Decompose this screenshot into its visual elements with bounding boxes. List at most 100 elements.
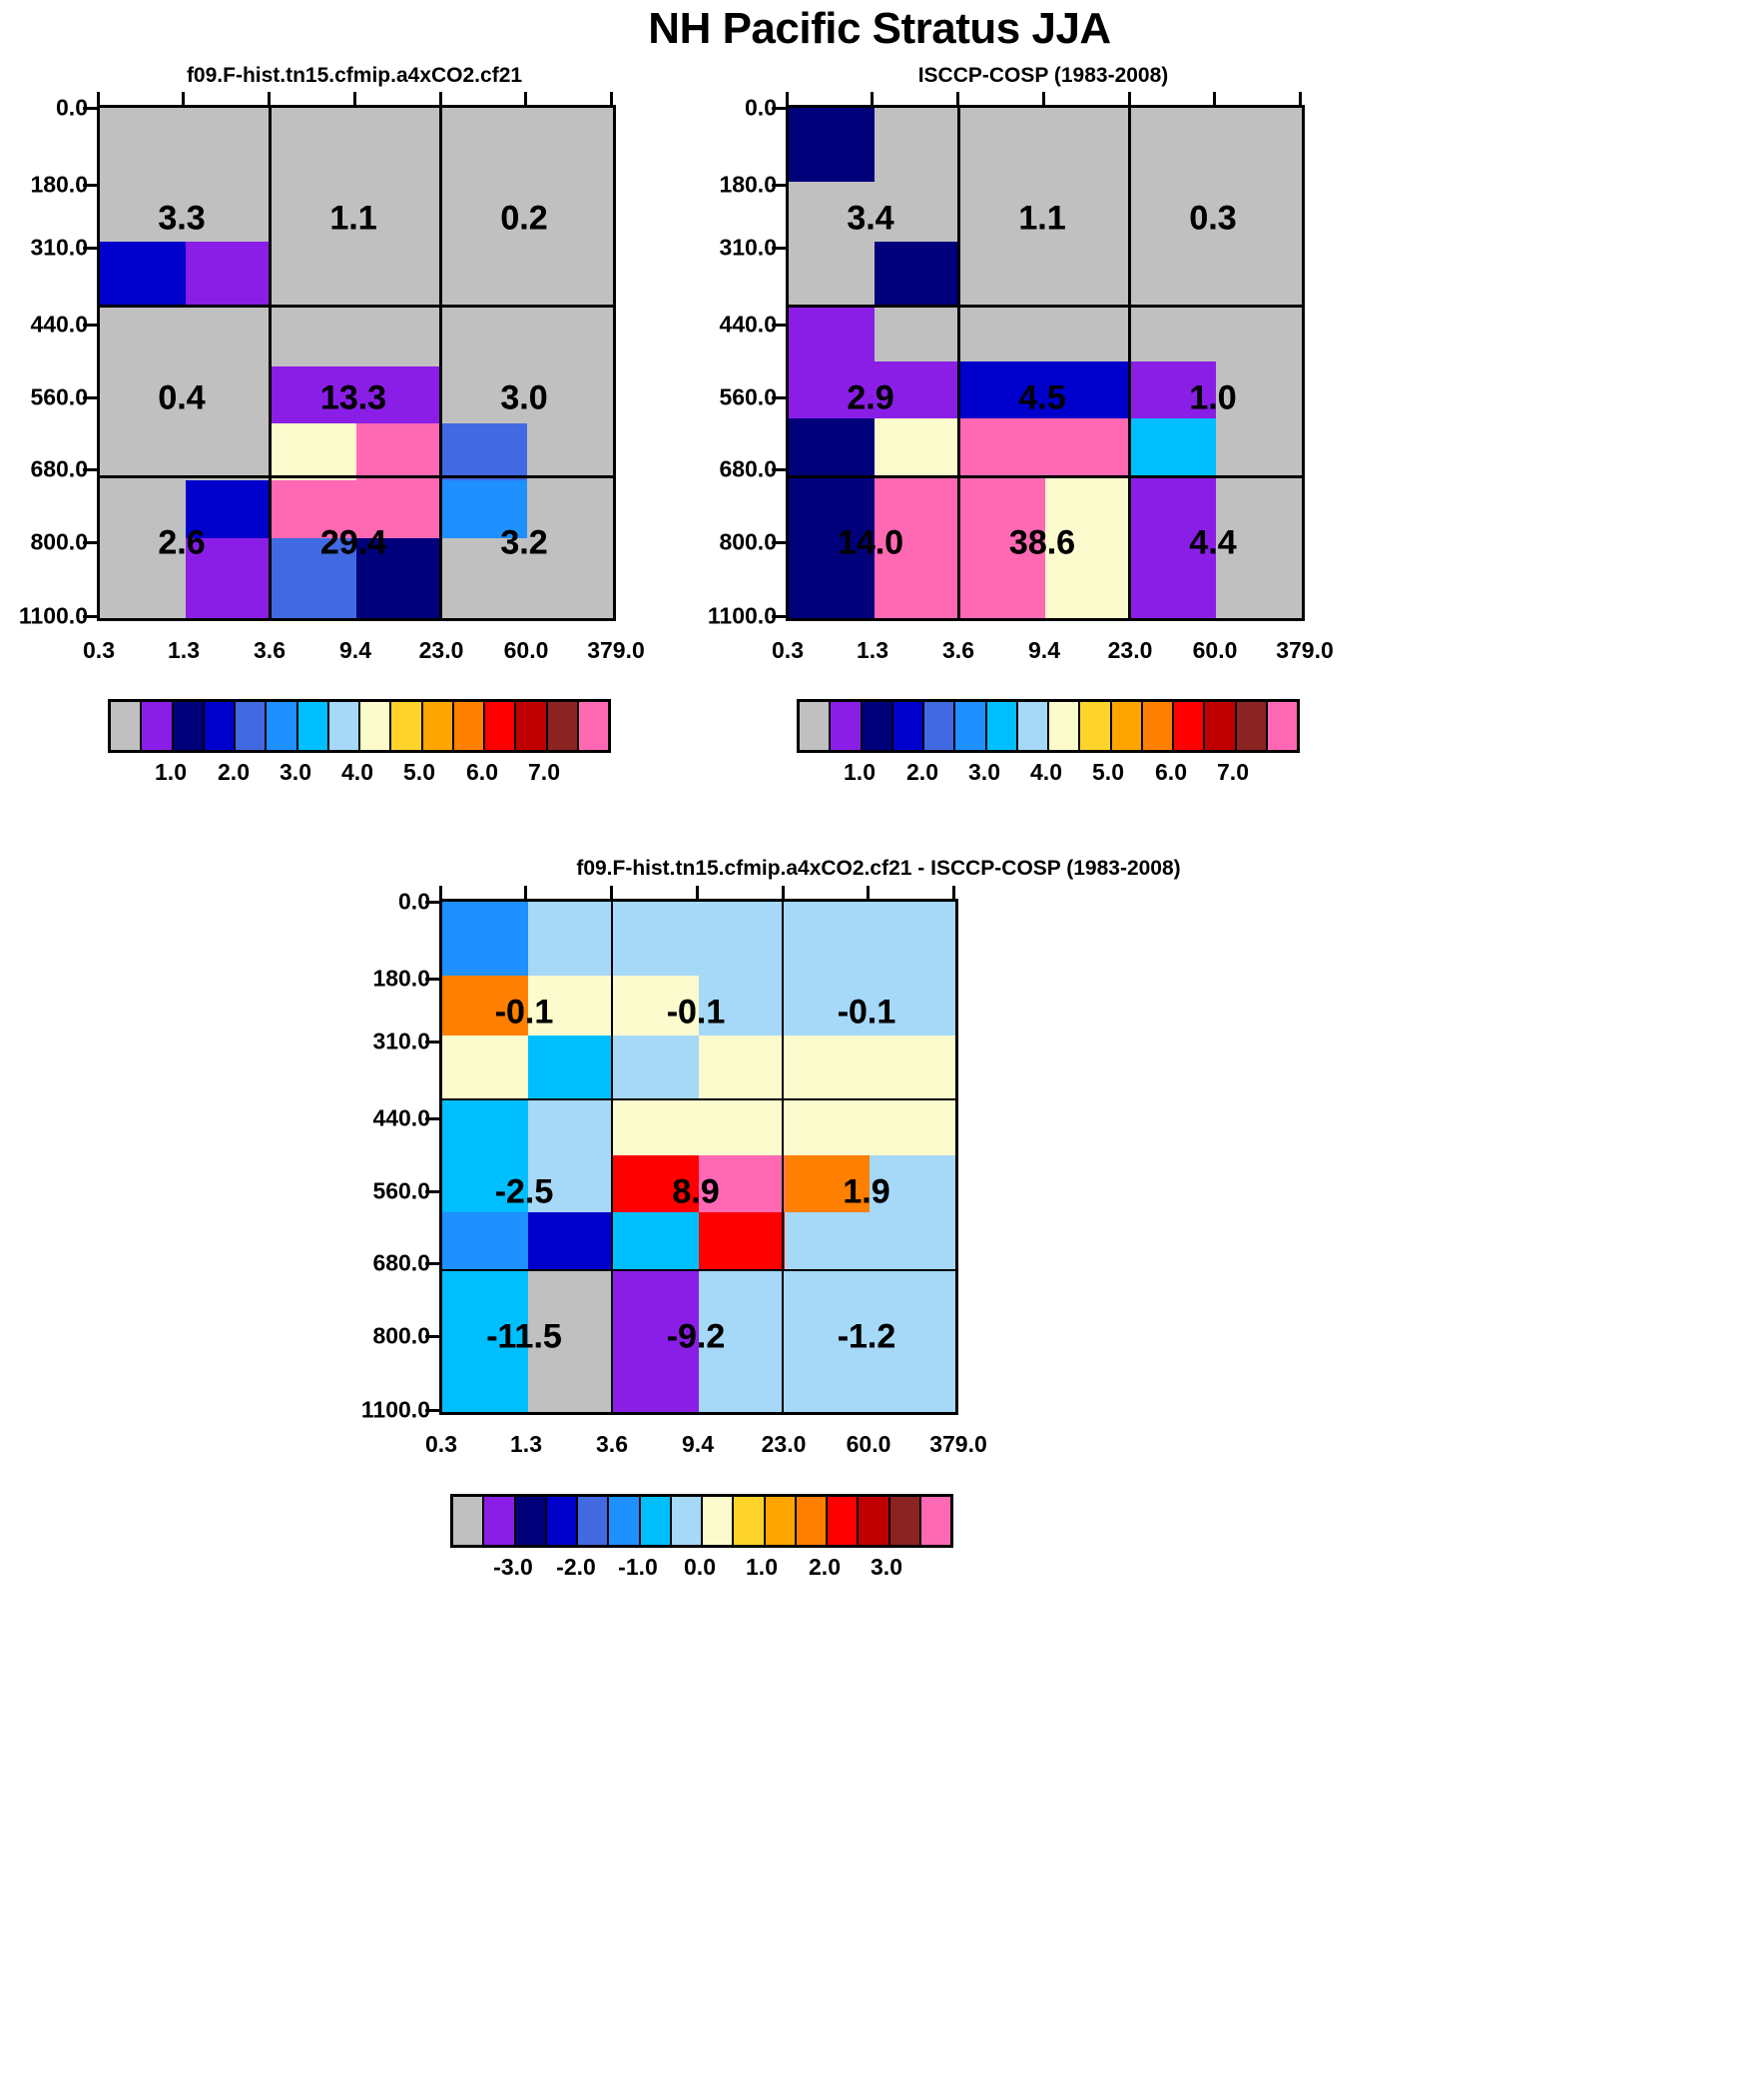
cell-value: 2.9 [847, 378, 894, 417]
y-tickmark [772, 107, 786, 110]
colorbar-tick-label: 1.0 [746, 1554, 778, 1580]
heatmap-cell [100, 108, 186, 243]
heatmap-cell [698, 1269, 785, 1412]
x-tickmark [182, 92, 185, 106]
heatmap-diff-cells [442, 902, 955, 1412]
heatmap-cell [784, 1097, 871, 1155]
grid-divider-horizontal [789, 475, 1302, 478]
cell-value: 0.3 [1189, 199, 1237, 238]
y-tick-label: 180.0 [372, 965, 430, 992]
y-tick-label: 310.0 [719, 234, 777, 261]
heatmap-cell [271, 304, 356, 367]
colorbar-swatch [1049, 702, 1081, 750]
heatmap-cell [784, 1212, 871, 1270]
heatmap-cell [527, 976, 614, 1037]
colorbar-tick-label: 3.0 [280, 759, 311, 785]
heatmap-cell [1130, 475, 1217, 618]
x-tick-label: 9.4 [339, 637, 371, 663]
heatmap-cell [874, 418, 960, 476]
colorbar-swatch [703, 1497, 735, 1545]
heatmap-cell [698, 1036, 785, 1098]
x-tickmark [610, 92, 613, 106]
x-tick-label: 9.4 [682, 1431, 714, 1457]
cell-value: 3.2 [500, 523, 548, 562]
colorbar-swatch [862, 702, 893, 750]
heatmap-cell [527, 480, 613, 538]
cell-value: -11.5 [486, 1317, 562, 1356]
colorbar-obs [797, 699, 1300, 753]
heatmap-cell [959, 360, 1045, 419]
y-tick-label: 310.0 [372, 1028, 430, 1054]
y-tick-label: 440.0 [719, 311, 777, 338]
heatmap-cell [442, 1097, 528, 1155]
heatmap-cell [613, 1097, 699, 1155]
heatmap-cell [698, 1097, 785, 1155]
cell-value: 2.6 [158, 523, 206, 562]
x-tick-label: 1.3 [510, 1431, 542, 1457]
colorbar-swatch [328, 702, 360, 750]
heatmap-cell [100, 537, 186, 618]
colorbar-tick-label: 4.0 [1030, 759, 1062, 785]
grid-divider-vertical [782, 902, 784, 1412]
colorbar-tick-label: 7.0 [528, 759, 560, 785]
y-tickmark [425, 1041, 439, 1044]
x-tick-label: 60.0 [1192, 637, 1238, 663]
heatmap-cell [100, 423, 186, 481]
heatmap-cell [100, 242, 186, 305]
heatmap-cell [1216, 242, 1302, 305]
heatmap-cell [441, 304, 528, 367]
x-tickmark [439, 92, 442, 106]
heatmap-cell [100, 366, 186, 424]
y-tick-label: 440.0 [372, 1104, 430, 1131]
heatmap-cell [870, 1212, 955, 1270]
x-tickmark [696, 886, 699, 900]
colorbar-tick-label: 0.0 [684, 1554, 716, 1580]
cell-value: -0.1 [494, 993, 554, 1032]
heatmap-cell [527, 1212, 614, 1270]
colorbar-swatch [236, 702, 268, 750]
heatmap-cell [441, 423, 528, 481]
y-tickmark [772, 615, 786, 618]
colorbar-swatch [671, 1497, 703, 1545]
x-tick-label: 23.0 [418, 637, 464, 663]
heatmap-cell [185, 423, 272, 481]
heatmap-cell [527, 902, 614, 977]
heatmap-cell [784, 902, 871, 977]
x-tickmark [353, 92, 356, 106]
x-tick-label: 0.3 [83, 637, 115, 663]
x-tickmark [786, 92, 789, 106]
heatmap-cell [271, 537, 356, 618]
y-tickmark [83, 184, 97, 187]
cell-value: 0.4 [158, 378, 206, 417]
heatmap-cell [271, 108, 356, 243]
heatmap-cell [441, 537, 528, 618]
colorbar-tick-label: 4.0 [341, 759, 373, 785]
colorbar-swatch [1142, 702, 1174, 750]
heatmap-cell [527, 242, 613, 305]
y-tick-label: 1100.0 [18, 602, 88, 629]
heatmap-cell [527, 1154, 614, 1213]
cell-value: 38.6 [1008, 523, 1076, 562]
heatmap-cell [1130, 242, 1217, 305]
x-tick-label: 23.0 [1107, 637, 1153, 663]
heatmap-cell [789, 108, 875, 183]
colorbar-tick-label: 3.0 [968, 759, 1000, 785]
y-tickmark [772, 184, 786, 187]
heatmap-cell [870, 902, 955, 977]
heatmap-cell [1130, 304, 1217, 361]
y-tick-label: 180.0 [719, 171, 777, 198]
x-tickmark [610, 886, 613, 900]
heatmap-cell [527, 1269, 614, 1412]
heatmap-cell [870, 1097, 955, 1155]
heatmap-cell [959, 108, 1045, 183]
x-tickmark [1213, 92, 1216, 106]
heatmap-cell [698, 976, 785, 1037]
grid-divider-horizontal [442, 1269, 955, 1271]
colorbar-swatch [204, 702, 236, 750]
colorbar-swatch [1174, 702, 1206, 750]
x-tick-label: 0.3 [772, 637, 804, 663]
colorbar-tick-label: 2.0 [809, 1554, 841, 1580]
x-tick-label: 3.6 [596, 1431, 628, 1457]
colorbar-swatch [484, 1497, 516, 1545]
x-tickmark [268, 92, 271, 106]
